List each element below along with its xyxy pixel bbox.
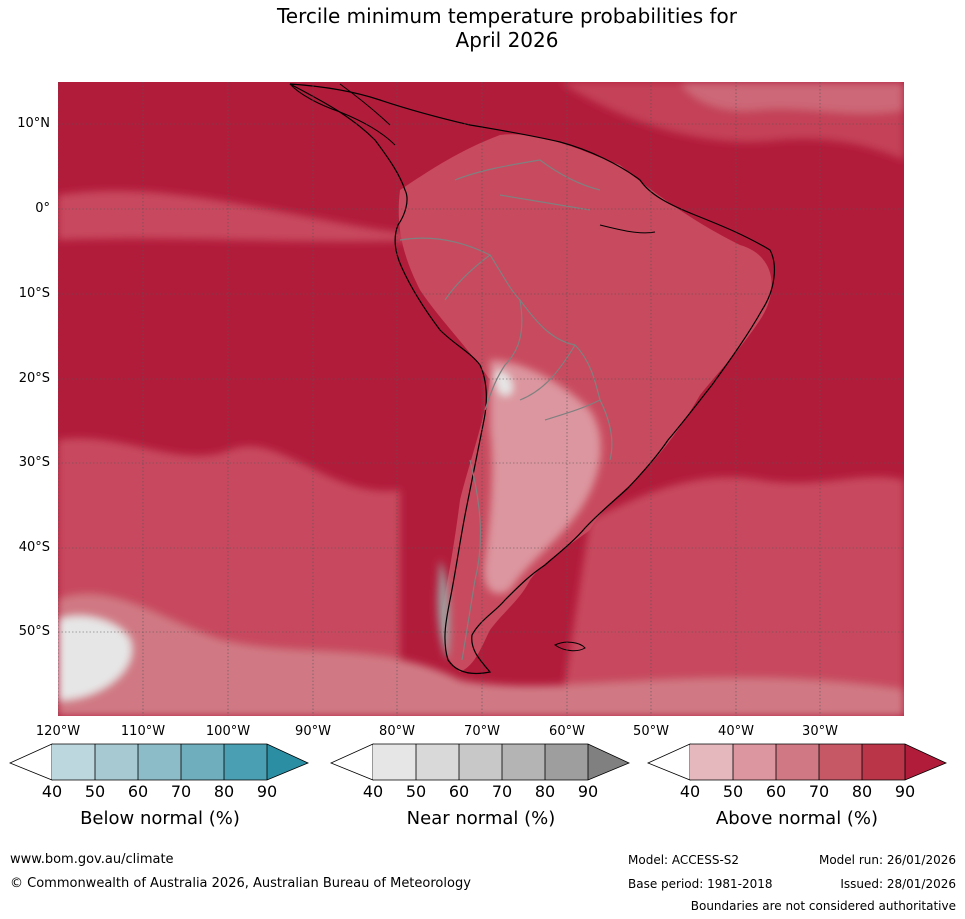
south-america-coastline <box>289 83 775 675</box>
above-tick-90: 90 <box>894 782 916 801</box>
lat-label-10s: 10°S <box>18 286 50 301</box>
lon-label-100w: 100°W <box>205 724 251 739</box>
near-tick-70: 70 <box>491 782 513 801</box>
near-tick-60: 60 <box>448 782 470 801</box>
above-band-3 <box>776 744 819 780</box>
below-min-arrow <box>8 743 53 781</box>
lat-label-40s: 40°S <box>18 540 50 555</box>
lon-label-70w: 70°W <box>464 724 500 739</box>
near-normal-colorbar <box>329 743 630 781</box>
falkland-islands <box>554 641 586 652</box>
below-band-4 <box>181 744 224 780</box>
below-band-5 <box>224 744 267 780</box>
near-band-1 <box>373 744 416 780</box>
issued-date: Issued: 28/01/2026 <box>840 877 956 891</box>
above-normal-colorbar <box>646 743 947 781</box>
near-band-4 <box>502 744 545 780</box>
near-tick-50: 50 <box>405 782 427 801</box>
below-tick-80: 80 <box>213 782 235 801</box>
model-name: Model: ACCESS-S2 <box>628 853 740 867</box>
below-max-arrow <box>267 744 308 780</box>
model-run-date: Model run: 26/01/2026 <box>818 853 956 867</box>
andes-pale-region <box>484 360 601 594</box>
lon-label-120w: 120°W <box>35 724 81 739</box>
near-band-2 <box>416 744 459 780</box>
near-band-3 <box>459 744 502 780</box>
above-tick-60: 60 <box>765 782 787 801</box>
north-atlantic-lighter-region <box>560 82 904 160</box>
lat-label-20s: 20°S <box>18 371 50 386</box>
lat-label-10n: 10°N <box>17 116 50 131</box>
title-line-1: Tercile minimum temperature probabilitie… <box>276 4 738 28</box>
above-band-5 <box>862 744 905 780</box>
below-tick-50: 50 <box>84 782 106 801</box>
above-max-arrow <box>905 744 946 780</box>
boundaries-disclaimer: Boundaries are not considered authoritat… <box>690 899 956 913</box>
lon-label-80w: 80°W <box>379 724 415 739</box>
gridlines <box>58 82 904 716</box>
lon-label-110w: 110°W <box>120 724 166 739</box>
above-tick-50: 50 <box>722 782 744 801</box>
above-normal-title: Above normal (%) <box>715 808 879 829</box>
central-america-coastline <box>289 83 396 146</box>
lon-label-50w: 50°W <box>633 724 669 739</box>
near-tick-40: 40 <box>362 782 384 801</box>
below-normal-colorbar <box>8 743 309 781</box>
near-max-arrow <box>588 744 629 780</box>
southwest-near-normal-patch <box>58 616 132 700</box>
near-normal-title: Near normal (%) <box>406 808 556 829</box>
southern-ocean-pale-region <box>58 594 904 716</box>
title-line-2: April 2026 <box>455 28 559 52</box>
tropical-pacific-lighter-band <box>58 190 420 242</box>
below-tick-70: 70 <box>170 782 192 801</box>
base-period: Base period: 1981-2018 <box>628 877 773 891</box>
above-band-2 <box>733 744 776 780</box>
south-atlantic-lighter-region <box>560 477 904 716</box>
altiplano-near-normal-patch <box>495 371 513 396</box>
copyright-notice: © Commonwealth of Australia 2026, Austra… <box>10 876 471 891</box>
above-band-4 <box>819 744 862 780</box>
below-tick-90: 90 <box>256 782 278 801</box>
lat-label-30s: 30°S <box>18 455 50 470</box>
above-tick-80: 80 <box>851 782 873 801</box>
chart-title: Tercile minimum temperature probabilitie… <box>0 4 965 52</box>
lat-label-50s: 50°S <box>18 624 50 639</box>
near-tick-90: 90 <box>577 782 599 801</box>
country-borders <box>399 159 613 661</box>
above-tick-40: 40 <box>679 782 701 801</box>
near-min-arrow <box>329 743 374 781</box>
below-tick-40: 40 <box>41 782 63 801</box>
below-band-1 <box>52 744 95 780</box>
below-band-2 <box>95 744 138 780</box>
lon-label-60w: 60°W <box>549 724 585 739</box>
website-link[interactable]: www.bom.gov.au/climate <box>10 852 174 867</box>
near-tick-80: 80 <box>534 782 556 801</box>
lon-label-90w: 90°W <box>295 724 331 739</box>
lon-label-40w: 40°W <box>718 724 754 739</box>
below-tick-60: 60 <box>127 782 149 801</box>
lon-label-30w: 30°W <box>802 724 838 739</box>
above-tick-70: 70 <box>808 782 830 801</box>
above-band-1 <box>690 744 733 780</box>
near-band-5 <box>545 744 588 780</box>
below-normal-title: Below normal (%) <box>80 808 240 829</box>
lat-label-0: 0° <box>35 201 50 216</box>
patagonia-near-normal-strip <box>437 560 450 660</box>
above-min-arrow <box>646 743 691 781</box>
below-band-3 <box>138 744 181 780</box>
